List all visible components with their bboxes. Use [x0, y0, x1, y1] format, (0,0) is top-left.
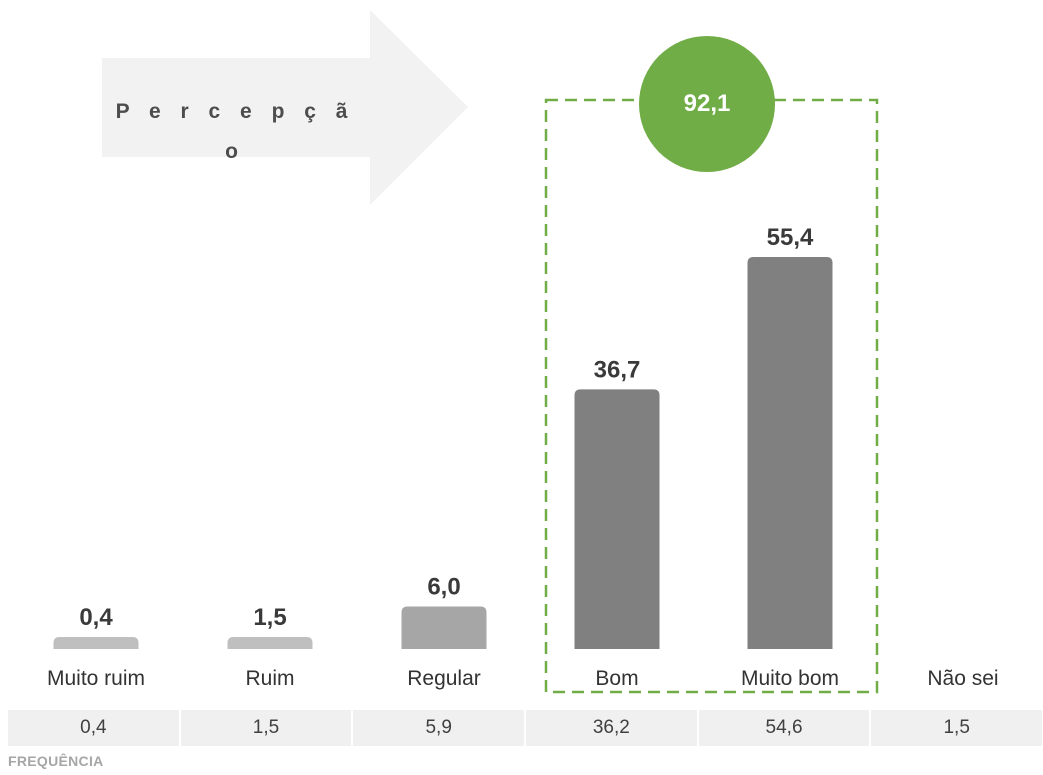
- frequency-cell: 54,6: [698, 710, 870, 746]
- perception-label: P e r c e p ç ã o: [115, 100, 355, 163]
- total-bubble: [639, 36, 775, 172]
- data-label: 0,4: [79, 604, 113, 631]
- category-label: Muito bom: [741, 667, 839, 690]
- bar: [401, 606, 487, 649]
- category-label: Bom: [595, 667, 638, 690]
- category-label: Muito ruim: [47, 667, 145, 690]
- data-label: 6,0: [427, 574, 460, 601]
- frequency-cell: 5,9: [353, 710, 525, 746]
- frequency-cell: 36,2: [526, 710, 697, 746]
- data-label: 1,5: [253, 604, 286, 631]
- frequency-cell: 1,5: [180, 710, 352, 746]
- bar: [227, 637, 313, 649]
- category-label: Regular: [407, 667, 481, 690]
- category-label: Não sei: [927, 667, 998, 690]
- perception-arrow: [102, 10, 468, 205]
- bar: [747, 257, 833, 649]
- bar: [574, 389, 660, 649]
- frequency-cell: 0,4: [8, 710, 179, 746]
- data-label: 36,7: [594, 356, 641, 383]
- category-label: Ruim: [245, 667, 294, 690]
- data-label: 55,4: [767, 224, 814, 251]
- frequency-cell: 1,5: [871, 710, 1043, 746]
- frequency-row: 0,4 1,5 5,9 36,2 54,6 1,5: [8, 710, 1043, 746]
- bar: [53, 637, 139, 649]
- frequency-label: FREQUÊNCIA: [8, 753, 104, 769]
- total-value: 92,1: [683, 90, 731, 117]
- bars-group: 0,4 Muito ruim 1,5 Ruim 6,0 Regular 36,7 Bom 55,…: [47, 224, 999, 690]
- highlight-box: [544, 98, 879, 694]
